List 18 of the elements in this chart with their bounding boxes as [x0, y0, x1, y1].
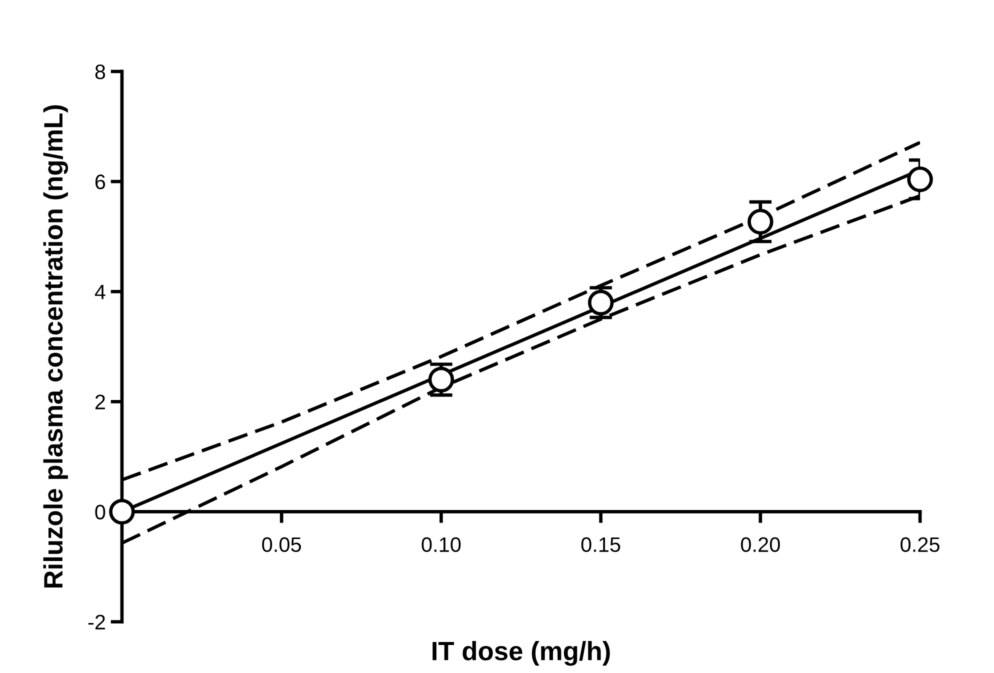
y-tick-label: 8: [95, 64, 106, 80]
x-tick-label: 0.20: [740, 537, 780, 552]
y-tick-label: 0: [95, 504, 106, 520]
x-tick-label: 0.10: [422, 537, 461, 552]
point: [109, 498, 135, 525]
x-axis-title: IT dose (mg/h): [432, 641, 610, 666]
point: [588, 290, 614, 316]
y-tick-label: 6: [95, 174, 106, 190]
point: [748, 208, 774, 235]
x-tick-label: 0.25: [900, 537, 940, 552]
x-tick-label: 0.05: [262, 537, 301, 552]
x-tick-label: 0.15: [581, 537, 620, 552]
point: [428, 366, 454, 393]
y-axis-title: Riluzole plasma concentration (ng/mL): [43, 105, 68, 588]
y-tick-label: -2: [88, 614, 105, 630]
y-tick-label: 2: [95, 394, 105, 410]
y-tick-label: 4: [94, 284, 106, 300]
point: [907, 166, 933, 192]
